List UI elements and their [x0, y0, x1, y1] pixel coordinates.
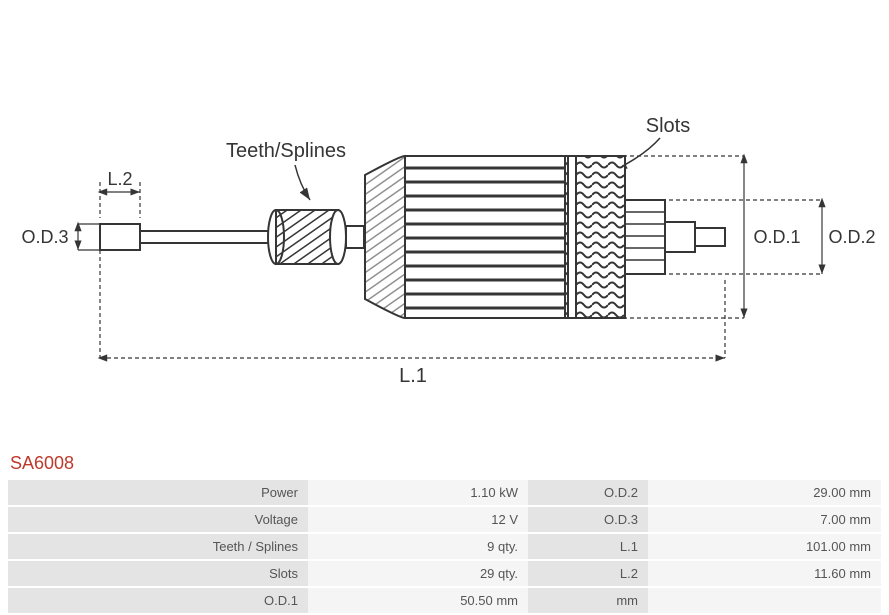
- spec-value2: 101.00 mm: [648, 534, 881, 559]
- spec-row: Slots29 qty.L.211.60 mm: [8, 561, 881, 586]
- label-od3: O.D.3: [21, 227, 68, 247]
- label-l1: L.1: [399, 365, 427, 387]
- spec-label: Voltage: [8, 507, 308, 532]
- spec-label2: L.2: [528, 561, 648, 586]
- label-teeth: Teeth/Splines: [226, 140, 346, 162]
- diagram-svg: L.1 L.2 O.D.3 O.D.1 O.D.2 Teeth/Splines: [0, 0, 889, 448]
- product-code: SA6008: [10, 453, 74, 474]
- spec-label: Slots: [8, 561, 308, 586]
- armature-diagram: L.1 L.2 O.D.3 O.D.1 O.D.2 Teeth/Splines: [0, 0, 889, 448]
- spec-value2: 7.00 mm: [648, 507, 881, 532]
- label-od1: O.D.1: [753, 227, 800, 247]
- page: L.1 L.2 O.D.3 O.D.1 O.D.2 Teeth/Splines: [0, 0, 889, 613]
- spec-value2: 11.60 mm: [648, 561, 881, 586]
- spec-label: O.D.1: [8, 588, 308, 613]
- spec-row: O.D.150.50 mmmm: [8, 588, 881, 613]
- spec-value: 50.50 mm: [308, 588, 528, 613]
- spec-table-wrap: Power1.10 kWO.D.229.00 mmVoltage12 VO.D.…: [8, 478, 881, 615]
- label-od2: O.D.2: [828, 227, 875, 247]
- spec-row: Teeth / Splines9 qty.L.1101.00 mm: [8, 534, 881, 559]
- spec-value2: [648, 588, 881, 613]
- spec-label2: mm: [528, 588, 648, 613]
- spec-label2: O.D.2: [528, 480, 648, 505]
- spec-table: Power1.10 kWO.D.229.00 mmVoltage12 VO.D.…: [8, 478, 881, 615]
- label-l2: L.2: [107, 169, 132, 189]
- label-slots: Slots: [646, 115, 690, 137]
- spec-value: 1.10 kW: [308, 480, 528, 505]
- armature-body: [100, 156, 725, 318]
- spec-label2: L.1: [528, 534, 648, 559]
- spec-value2: 29.00 mm: [648, 480, 881, 505]
- spec-label: Power: [8, 480, 308, 505]
- spec-row: Voltage12 VO.D.37.00 mm: [8, 507, 881, 532]
- spec-value: 29 qty.: [308, 561, 528, 586]
- spec-label2: O.D.3: [528, 507, 648, 532]
- spec-value: 9 qty.: [308, 534, 528, 559]
- spec-label: Teeth / Splines: [8, 534, 308, 559]
- spec-value: 12 V: [308, 507, 528, 532]
- spec-row: Power1.10 kWO.D.229.00 mm: [8, 480, 881, 505]
